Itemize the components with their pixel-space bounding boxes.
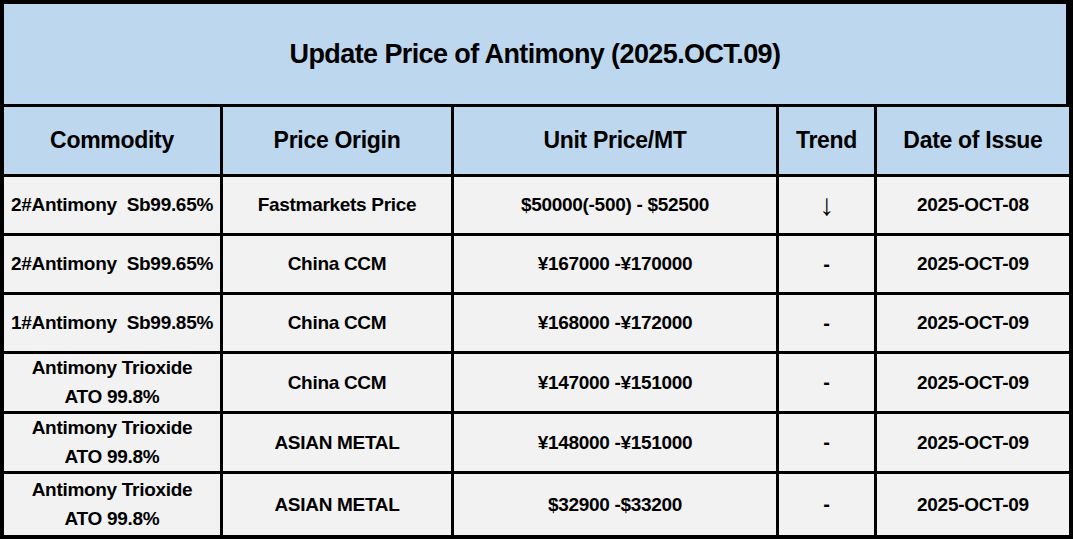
column-header-commodity: Commodity	[4, 107, 223, 177]
trend-unchanged-dash: -	[823, 493, 829, 516]
cell-date-of-issue: 2025-OCT-09	[877, 236, 1069, 295]
cell-unit-price: $32900 -$33200	[454, 474, 779, 535]
cell-unit-price: ¥167000 -¥170000	[454, 236, 779, 295]
cell-commodity: Antimony Trioxide ATO 99.8%	[4, 474, 223, 535]
cell-commodity: 1#Antimony Sb99.85%	[4, 295, 223, 354]
cell-trend: -	[779, 236, 877, 295]
cell-price-origin: ASIAN METAL	[223, 474, 454, 535]
cell-price-origin: Fastmarkets Price	[223, 177, 454, 236]
trend-unchanged-dash: -	[823, 371, 829, 394]
cell-date-of-issue: 2025-OCT-09	[877, 295, 1069, 354]
down-arrow-icon: ↓	[819, 190, 834, 220]
cell-commodity: Antimony Trioxide ATO 99.8%	[4, 354, 223, 414]
column-header-unit-price: Unit Price/MT	[454, 107, 779, 177]
cell-date-of-issue: 2025-OCT-08	[877, 177, 1069, 236]
trend-unchanged-dash: -	[823, 431, 829, 454]
cell-price-origin: China CCM	[223, 236, 454, 295]
trend-unchanged-dash: -	[823, 312, 829, 335]
cell-price-origin: China CCM	[223, 354, 454, 414]
cell-price-origin: ASIAN METAL	[223, 414, 454, 474]
cell-trend: -	[779, 295, 877, 354]
cell-price-origin: China CCM	[223, 295, 454, 354]
cell-unit-price: ¥147000 -¥151000	[454, 354, 779, 414]
cell-unit-price: $50000(-500) - $52500	[454, 177, 779, 236]
cell-unit-price: ¥168000 -¥172000	[454, 295, 779, 354]
column-header-price-origin: Price Origin	[223, 107, 454, 177]
cell-unit-price: ¥148000 -¥151000	[454, 414, 779, 474]
cell-trend: -	[779, 414, 877, 474]
cell-date-of-issue: 2025-OCT-09	[877, 474, 1069, 535]
column-header-trend: Trend	[779, 107, 877, 177]
cell-commodity: Antimony Trioxide ATO 99.8%	[4, 414, 223, 474]
column-header-date-of-issue: Date of Issue	[877, 107, 1069, 177]
cell-trend: -	[779, 474, 877, 535]
table-title: Update Price of Antimony (2025.OCT.09)	[4, 4, 1069, 107]
cell-trend: -	[779, 354, 877, 414]
cell-commodity: 2#Antimony Sb99.65%	[4, 177, 223, 236]
cell-date-of-issue: 2025-OCT-09	[877, 354, 1069, 414]
trend-unchanged-dash: -	[823, 253, 829, 276]
antimony-price-table: Update Price of Antimony (2025.OCT.09) C…	[0, 0, 1073, 539]
cell-trend: ↓	[779, 177, 877, 236]
cell-commodity: 2#Antimony Sb99.65%	[4, 236, 223, 295]
cell-date-of-issue: 2025-OCT-09	[877, 414, 1069, 474]
